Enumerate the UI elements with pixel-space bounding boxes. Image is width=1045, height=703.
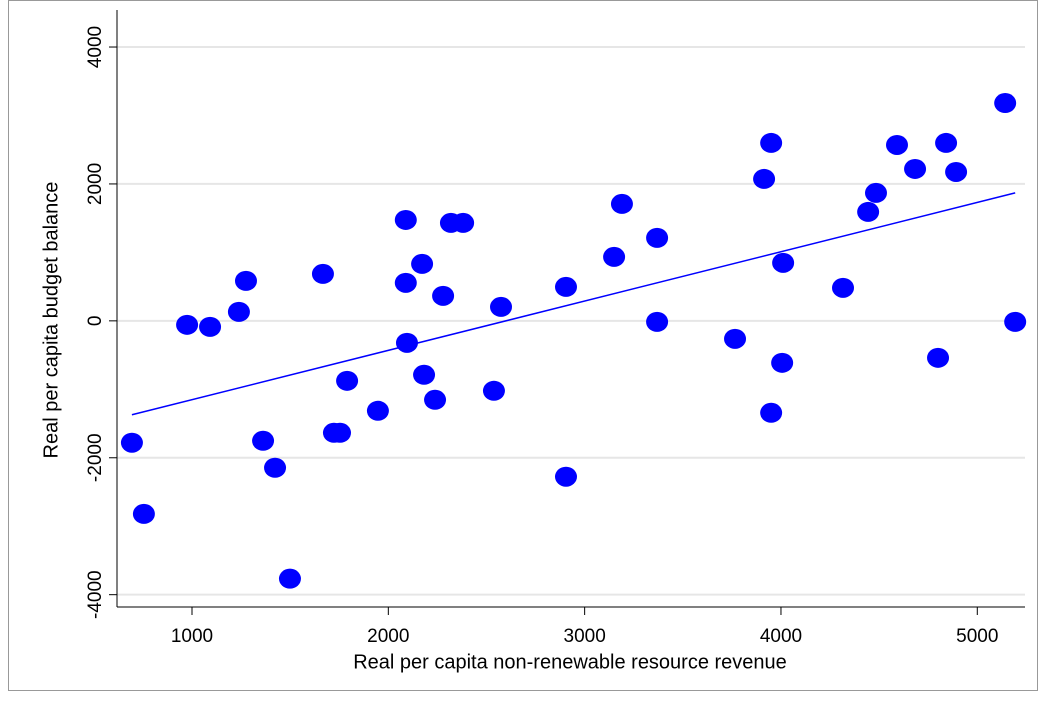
point [904,158,927,179]
point [490,296,513,317]
point [610,193,633,214]
point [394,272,417,293]
point [760,402,783,423]
x-axis-title: Real per capita non-renewable resource r… [353,651,787,673]
point [278,568,301,589]
point [554,276,577,297]
point [413,364,436,385]
point [1004,311,1027,332]
point [336,370,359,391]
point [760,132,783,153]
point [227,301,250,322]
point [394,209,417,230]
point [329,422,352,443]
point [885,134,908,155]
point [311,263,334,284]
point [366,400,389,421]
point [753,168,776,189]
y-tick-label: 2000 [85,163,106,205]
fit-line [131,192,1016,416]
point [832,277,855,298]
point [132,503,155,524]
y-tick-label: 4000 [85,26,106,68]
point [646,311,669,332]
point [482,380,505,401]
x-tick-label: 3000 [564,626,606,647]
point [424,389,447,410]
y-tick-label: -2000 [85,433,106,482]
point [554,466,577,487]
x-tick-label: 4000 [760,626,802,647]
x-tick-label: 1000 [171,626,213,647]
point [927,347,950,368]
point [994,93,1017,114]
y-tick-label: 0 [85,316,106,327]
point [935,132,958,153]
point [199,316,222,337]
point [864,182,887,203]
point [603,246,626,267]
point [252,430,275,451]
y-tick-label: -4000 [85,570,106,619]
x-tick-label: 2000 [367,626,409,647]
point [411,253,434,274]
point [120,432,143,453]
point [772,252,795,273]
point [452,212,475,233]
point [432,285,455,306]
point [395,332,418,353]
point [176,314,199,335]
point [771,352,794,373]
point [724,328,747,349]
point [646,227,669,248]
point [945,161,968,182]
frame [8,0,1038,691]
point [234,270,257,291]
point [264,457,287,478]
x-tick-label: 5000 [956,626,998,647]
point [857,201,880,222]
y-axis-title: Real per capita budget balance [40,182,62,459]
